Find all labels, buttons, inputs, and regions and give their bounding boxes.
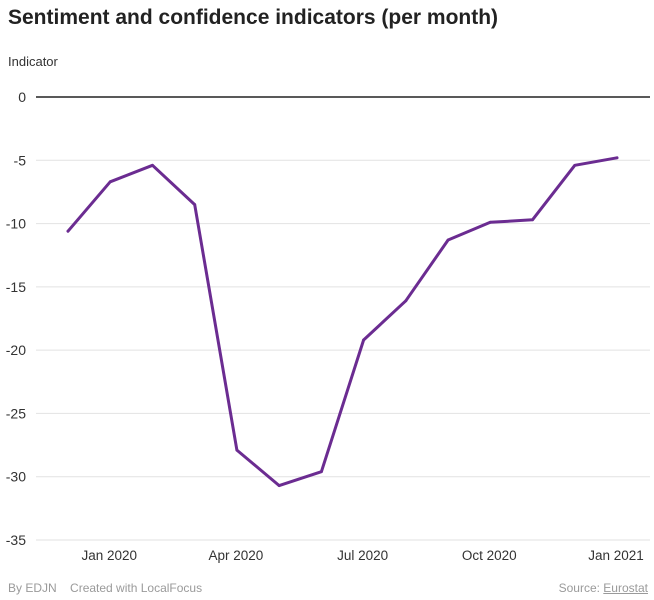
data-point xyxy=(66,229,70,233)
x-tick-label: Jan 2021 xyxy=(588,548,644,563)
created-with[interactable]: Created with LocalFocus xyxy=(70,581,203,595)
data-point xyxy=(488,220,492,224)
source-link[interactable]: Eurostat xyxy=(603,581,648,595)
data-point xyxy=(615,156,619,160)
y-tick-labels: 0 -5 -10 -15 -20 -25 -30 -35 xyxy=(6,89,26,548)
grid-lines xyxy=(36,96,650,541)
byline: By EDJN xyxy=(8,581,57,595)
data-point xyxy=(235,448,239,452)
source-label: Source: xyxy=(558,581,600,595)
data-point xyxy=(531,218,534,222)
y-tick-label: -25 xyxy=(6,405,26,421)
series-line xyxy=(66,156,619,488)
footer-credits: By EDJN Created with LocalFocus xyxy=(8,581,212,595)
line-chart: 0 -5 -10 -15 -20 -25 -30 -35 Jan 2020 Apr 2020 Ju… xyxy=(6,89,650,563)
y-tick-label: 0 xyxy=(18,89,26,105)
x-tick-label: Jul 2020 xyxy=(337,548,388,563)
data-point xyxy=(446,238,450,242)
data-point xyxy=(193,203,197,206)
y-tick-label: -15 xyxy=(6,279,26,295)
y-tick-label: -30 xyxy=(6,469,26,485)
data-point xyxy=(404,299,408,303)
data-point xyxy=(362,338,366,342)
y-tick-label: -5 xyxy=(14,152,27,168)
series-group xyxy=(66,156,619,488)
data-point xyxy=(108,180,112,184)
data-point xyxy=(573,163,577,167)
chart-title: Sentiment and confidence indicators (per… xyxy=(8,6,499,29)
x-tick-label: Apr 2020 xyxy=(209,548,264,563)
data-point xyxy=(319,470,323,474)
x-tick-labels: Jan 2020 Apr 2020 Jul 2020 Oct 2020 Jan 2021 xyxy=(81,548,643,563)
y-axis-label: Indicator xyxy=(8,54,58,69)
data-point xyxy=(151,163,154,167)
y-tick-label: -20 xyxy=(6,342,26,358)
y-tick-label: -10 xyxy=(6,216,26,232)
data-point xyxy=(277,484,281,487)
footer-source: Source: Eurostat xyxy=(559,581,648,595)
x-tick-label: Oct 2020 xyxy=(462,548,517,563)
y-tick-label: -35 xyxy=(6,532,26,548)
x-tick-label: Jan 2020 xyxy=(81,548,137,563)
